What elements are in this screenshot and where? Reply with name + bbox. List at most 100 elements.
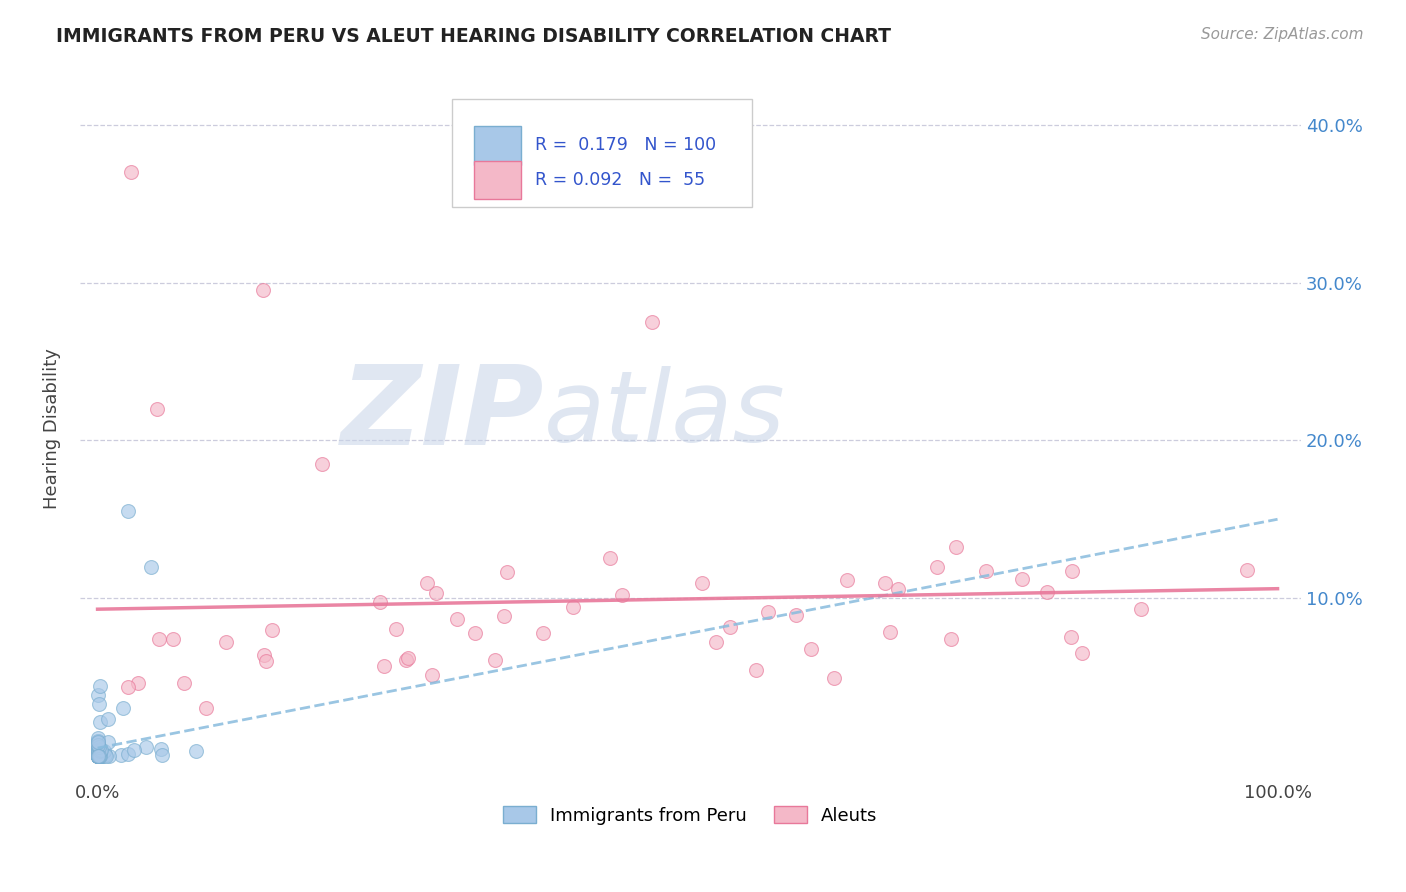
- Point: [837, 573, 859, 587]
- Point: [110, 748, 132, 763]
- Text: R = 0.092   N =  55: R = 0.092 N = 55: [536, 171, 706, 189]
- Point: [87, 741, 110, 756]
- Point: [385, 622, 408, 636]
- Point: [945, 540, 967, 554]
- Point: [149, 742, 172, 756]
- Point: [89, 742, 111, 756]
- Point: [256, 654, 278, 668]
- Point: [1236, 562, 1258, 576]
- Point: [446, 612, 468, 626]
- Point: [800, 642, 823, 657]
- Point: [86, 740, 108, 755]
- Point: [1129, 602, 1152, 616]
- Point: [86, 688, 108, 702]
- Point: [127, 676, 149, 690]
- Point: [86, 747, 108, 762]
- Point: [758, 605, 780, 619]
- Point: [610, 588, 633, 602]
- Y-axis label: Hearing Disability: Hearing Disability: [44, 348, 60, 509]
- Point: [90, 748, 112, 763]
- Point: [87, 747, 110, 761]
- Point: [86, 735, 108, 749]
- Point: [86, 748, 108, 763]
- Point: [394, 653, 416, 667]
- Point: [86, 742, 108, 756]
- Point: [86, 748, 108, 763]
- Point: [87, 743, 110, 757]
- Point: [87, 738, 110, 752]
- Point: [87, 748, 110, 763]
- Point: [879, 624, 901, 639]
- Point: [195, 701, 218, 715]
- Point: [89, 744, 111, 758]
- Point: [745, 663, 768, 677]
- Point: [87, 748, 110, 763]
- Point: [112, 701, 135, 715]
- Point: [145, 401, 167, 416]
- Point: [1060, 630, 1083, 644]
- Point: [86, 748, 108, 763]
- Point: [785, 607, 807, 622]
- Point: [252, 648, 274, 662]
- Point: [704, 634, 727, 648]
- FancyBboxPatch shape: [453, 98, 752, 207]
- Point: [370, 595, 392, 609]
- Point: [86, 747, 108, 761]
- Point: [86, 748, 108, 763]
- Point: [1036, 585, 1059, 599]
- Point: [96, 748, 118, 763]
- Point: [89, 679, 111, 693]
- Point: [86, 748, 108, 763]
- Point: [90, 748, 112, 763]
- Point: [416, 575, 439, 590]
- Point: [87, 742, 110, 756]
- Point: [1060, 564, 1083, 578]
- Text: atlas: atlas: [544, 366, 786, 463]
- Point: [87, 748, 110, 763]
- Point: [89, 714, 111, 729]
- Point: [531, 626, 554, 640]
- Point: [86, 746, 108, 760]
- Point: [86, 746, 108, 760]
- Point: [117, 747, 139, 761]
- Point: [87, 748, 110, 763]
- Point: [93, 748, 115, 763]
- Point: [86, 748, 108, 763]
- Point: [86, 734, 108, 748]
- Point: [87, 747, 110, 762]
- Point: [117, 680, 139, 694]
- Text: IMMIGRANTS FROM PERU VS ALEUT HEARING DISABILITY CORRELATION CHART: IMMIGRANTS FROM PERU VS ALEUT HEARING DI…: [56, 27, 891, 45]
- Point: [86, 743, 108, 757]
- Point: [86, 747, 108, 761]
- Point: [87, 748, 110, 763]
- Point: [91, 746, 114, 760]
- Point: [87, 748, 110, 763]
- Point: [925, 560, 948, 574]
- Point: [97, 748, 120, 763]
- Point: [86, 748, 108, 763]
- Point: [87, 747, 110, 761]
- Point: [89, 697, 111, 711]
- Point: [87, 747, 110, 761]
- Point: [87, 748, 110, 763]
- Point: [93, 744, 115, 758]
- Point: [1011, 572, 1033, 586]
- Point: [87, 748, 110, 763]
- Point: [97, 712, 120, 726]
- Point: [87, 739, 110, 754]
- Point: [311, 457, 333, 471]
- Point: [173, 676, 195, 690]
- Point: [150, 748, 173, 763]
- Point: [148, 632, 170, 646]
- Point: [86, 748, 108, 763]
- Point: [976, 565, 998, 579]
- Point: [422, 667, 444, 681]
- Legend: Immigrants from Peru, Aleuts: Immigrants from Peru, Aleuts: [495, 797, 887, 834]
- Point: [86, 748, 108, 763]
- Point: [89, 748, 111, 763]
- Text: Source: ZipAtlas.com: Source: ZipAtlas.com: [1201, 27, 1364, 42]
- Point: [86, 747, 108, 762]
- Point: [718, 620, 741, 634]
- Point: [117, 504, 139, 518]
- Point: [86, 734, 108, 748]
